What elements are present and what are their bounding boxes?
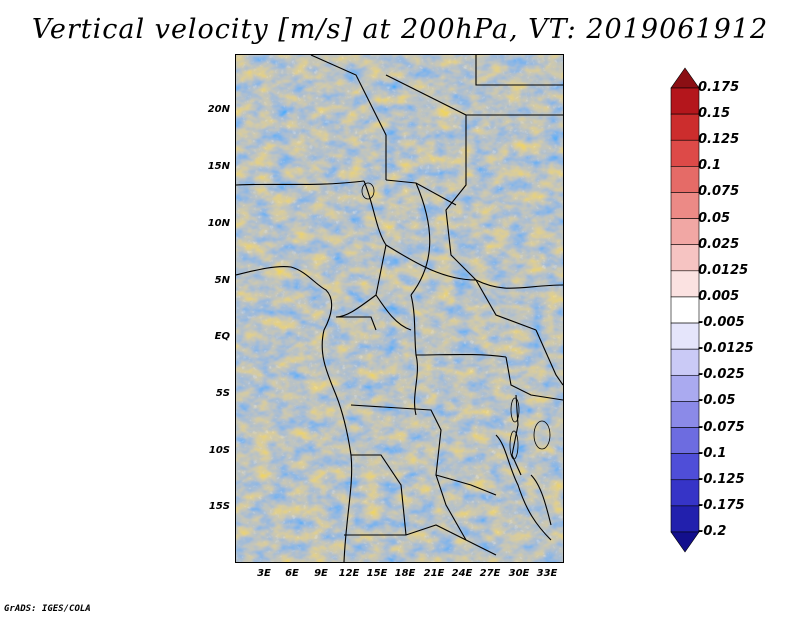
lat-label-5s: 5S [215,388,230,399]
colorbar-label: 0.005 [698,288,740,304]
lon-label-3e: 3E [257,568,271,579]
colorbar-segment [670,401,700,428]
velocity-map [235,54,564,563]
lon-label-15e: 15E [366,568,388,579]
colorbar-label: 0.1 [698,158,722,174]
lon-label-21e: 21E [423,568,445,579]
lat-label-20n: 20N [207,104,230,115]
colorbar-segment [670,296,700,324]
lat-label-15s: 15S [208,501,230,512]
colorbar-segment [670,531,700,553]
colorbar [670,67,700,553]
colorbar-segment [670,348,700,376]
colorbar-segment [670,192,700,219]
colorbar-label: 0.125 [698,132,740,148]
lon-label-24e: 24E [451,568,473,579]
colorbar-segment [670,67,700,89]
colorbar-label: 0.0125 [698,262,749,278]
colorbar-segments [670,67,700,553]
colorbar-label: -0.075 [698,419,745,435]
lon-label-30e: 30E [508,568,530,579]
chart-title: Vertical velocity [m/s] at 200hPa, VT: 2… [31,14,769,45]
lat-label-5n: 5N [214,275,230,286]
colorbar-label: -0.0125 [698,341,754,357]
country-borders [236,55,563,562]
lakes [361,182,551,460]
colorbar-segment [670,505,700,533]
lat-label-10n: 10N [207,218,230,229]
lat-label-10s: 10S [208,445,230,456]
colorbar-segment [670,374,700,402]
lon-label-33e: 33E [536,568,558,579]
colorbar-segment [670,453,700,481]
colorbar-label: -0.05 [698,393,736,409]
colorbar-segment [670,166,700,193]
colorbar-label: -0.2 [698,524,727,539]
colorbar-label: 0.025 [698,236,740,252]
colorbar-label: -0.025 [698,367,745,383]
colorbar-label: 0.15 [698,106,731,122]
lat-label-eq: EQ [214,331,230,342]
lon-label-18e: 18E [394,568,416,579]
colorbar-segment [670,427,700,454]
colorbar-label: -0.175 [698,497,745,513]
lon-label-9e: 9E [314,568,328,579]
lon-label-27e: 27E [479,568,501,579]
velocity-fine-structure [236,55,563,562]
colorbar-label: 0.175 [698,80,740,95]
colorbar-segment [670,270,700,298]
grads-credit: GrADS: IGES/COLA [4,604,91,614]
colorbar-segment [670,479,700,507]
colorbar-segment [670,139,700,167]
colorbar-segment [670,87,700,115]
colorbar-segment [670,244,700,272]
lon-label-12e: 12E [338,568,360,579]
colorbar-segment [670,218,700,246]
colorbar-segment [670,113,700,141]
map-canvas [236,55,563,562]
colorbar-label: -0.125 [698,471,745,487]
lat-label-15n: 15N [207,161,230,172]
colorbar-label: 0.05 [698,210,731,226]
colorbar-segment [670,322,700,350]
colorbar-label: -0.005 [698,315,745,331]
lon-label-6e: 6E [285,568,299,579]
colorbar-label: 0.075 [698,184,740,200]
colorbar-label: -0.1 [698,445,727,461]
